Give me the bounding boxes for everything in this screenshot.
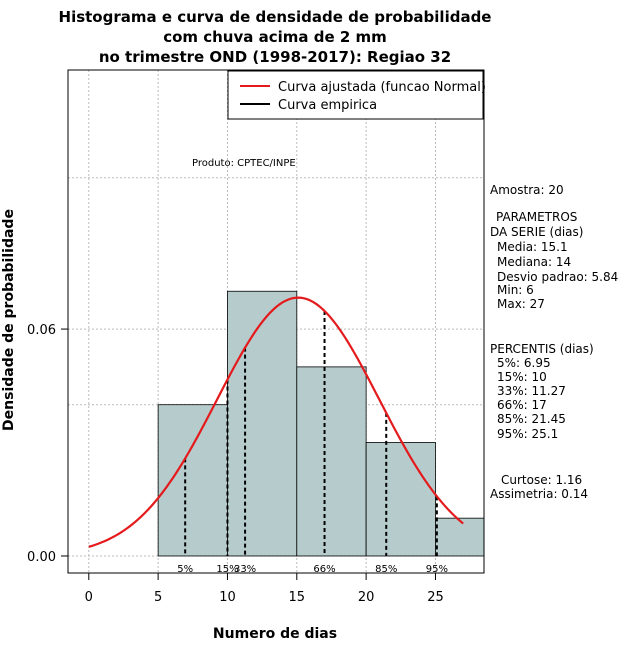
percentile-label-3: 33% xyxy=(234,564,256,575)
legend-box xyxy=(227,70,484,120)
histogram-bar-2 xyxy=(227,290,298,557)
stat-mediana: Mediana: 14 xyxy=(497,255,571,269)
stat-percentis-title: PERCENTIS (dias) xyxy=(490,342,594,356)
chart-title-line-2: com chuva acima de 2 mm xyxy=(163,28,387,46)
legend-empirical-label: Curva empirica xyxy=(278,98,377,113)
stat-parametros-subtitle: DA SERIE (dias) xyxy=(490,225,583,239)
stat-max: Max: 27 xyxy=(497,297,545,311)
legend: Curva ajustada (funcao Normal) Curva emp… xyxy=(227,70,486,120)
stat-desvio: Desvio padrao: 5.84 xyxy=(497,270,618,284)
y-tick-label-0: 0.00 xyxy=(27,550,56,565)
percentile-label-1: 5% xyxy=(177,564,193,575)
y-tick-label-1: 0.06 xyxy=(27,323,56,338)
stat-p95: 95%: 25.1 xyxy=(497,427,558,441)
x-tick-label-5: 25 xyxy=(427,590,444,605)
axes-layer: 0 5 10 15 20 25 0.00 0.06 xyxy=(27,323,444,605)
stat-p5: 5%: 6.95 xyxy=(497,356,551,370)
histogram-bar-4 xyxy=(365,442,436,557)
x-tick-label-4: 20 xyxy=(358,590,375,605)
stat-parametros-title: PARAMETROS xyxy=(496,210,577,224)
x-tick-label-1: 5 xyxy=(154,590,162,605)
fit-curve-layer xyxy=(88,296,464,548)
stat-min: Min: 6 xyxy=(497,283,534,297)
percentile-label-4: 66% xyxy=(313,564,335,575)
stat-curtose: Curtose: 1.16 xyxy=(501,473,582,487)
stat-p33: 33%: 11.27 xyxy=(497,384,566,398)
product-annotation: Produto: CPTEC/INPE xyxy=(192,158,296,169)
bars-layer xyxy=(157,290,485,557)
percentile-lines-layer: 5% 15%33% 66% 85% 95% xyxy=(177,310,448,575)
stat-p15: 15%: 10 xyxy=(497,370,547,384)
stat-media: Media: 15.1 xyxy=(497,240,568,254)
chart-title-line-1: Histograma e curva de densidade de proba… xyxy=(59,8,492,26)
x-tick-label-2: 10 xyxy=(219,590,236,605)
histogram-bar-1 xyxy=(157,404,228,557)
y-axis-title: Densidade de probabilidade xyxy=(1,209,17,431)
legend-fit-label: Curva ajustada (funcao Normal) xyxy=(278,80,486,95)
stat-p85: 85%: 21.45 xyxy=(497,412,566,426)
chart-title-line-3: no trimestre OND (1998-2017): Regiao 32 xyxy=(99,48,451,66)
normal-fit-curve xyxy=(88,296,464,548)
stat-amostra: Amostra: 20 xyxy=(490,183,564,197)
histogram-bar-3 xyxy=(296,366,367,557)
x-axis-title: Numero de dias xyxy=(213,626,337,642)
percentile-label-2: 15% xyxy=(216,564,238,575)
x-tick-label-3: 15 xyxy=(289,590,306,605)
stat-p66: 66%: 17 xyxy=(497,398,547,412)
stats-panel: Amostra: 20 PARAMETROS DA SERIE (dias) M… xyxy=(490,183,618,501)
stat-assimetria: Assimetria: 0.14 xyxy=(490,487,588,501)
x-tick-label-0: 0 xyxy=(85,590,93,605)
percentile-label-5: 85% xyxy=(375,564,397,575)
percentile-label-6: 95% xyxy=(426,564,448,575)
histogram-bar-5 xyxy=(435,517,485,557)
